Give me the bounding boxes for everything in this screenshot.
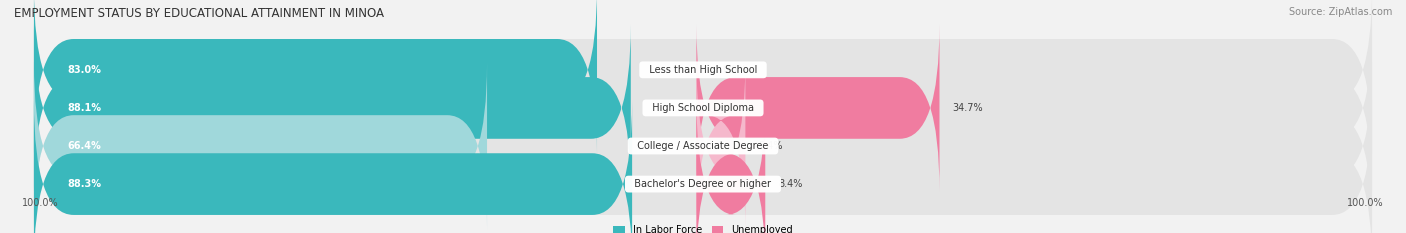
FancyBboxPatch shape (34, 24, 631, 191)
Text: 100.0%: 100.0% (1347, 198, 1384, 208)
Text: 100.0%: 100.0% (22, 198, 59, 208)
Text: 83.0%: 83.0% (67, 65, 101, 75)
Text: 5.4%: 5.4% (759, 141, 783, 151)
FancyBboxPatch shape (34, 0, 598, 153)
FancyBboxPatch shape (34, 24, 1372, 191)
FancyBboxPatch shape (696, 63, 745, 230)
FancyBboxPatch shape (696, 24, 939, 191)
FancyBboxPatch shape (34, 101, 633, 233)
FancyBboxPatch shape (34, 63, 486, 230)
FancyBboxPatch shape (696, 101, 765, 233)
Text: College / Associate Degree: College / Associate Degree (631, 141, 775, 151)
Text: EMPLOYMENT STATUS BY EDUCATIONAL ATTAINMENT IN MINOA: EMPLOYMENT STATUS BY EDUCATIONAL ATTAINM… (14, 7, 384, 20)
Text: Less than High School: Less than High School (643, 65, 763, 75)
FancyBboxPatch shape (34, 63, 1372, 230)
Text: High School Diploma: High School Diploma (645, 103, 761, 113)
Text: 88.1%: 88.1% (67, 103, 101, 113)
Text: 0.0%: 0.0% (723, 65, 747, 75)
FancyBboxPatch shape (34, 0, 1372, 153)
Text: 66.4%: 66.4% (67, 141, 101, 151)
Legend: In Labor Force, Unemployed: In Labor Force, Unemployed (609, 221, 797, 233)
Text: 8.4%: 8.4% (779, 179, 803, 189)
Text: 88.3%: 88.3% (67, 179, 101, 189)
FancyBboxPatch shape (34, 101, 1372, 233)
Text: Source: ZipAtlas.com: Source: ZipAtlas.com (1288, 7, 1392, 17)
Text: 34.7%: 34.7% (953, 103, 983, 113)
Text: Bachelor's Degree or higher: Bachelor's Degree or higher (628, 179, 778, 189)
